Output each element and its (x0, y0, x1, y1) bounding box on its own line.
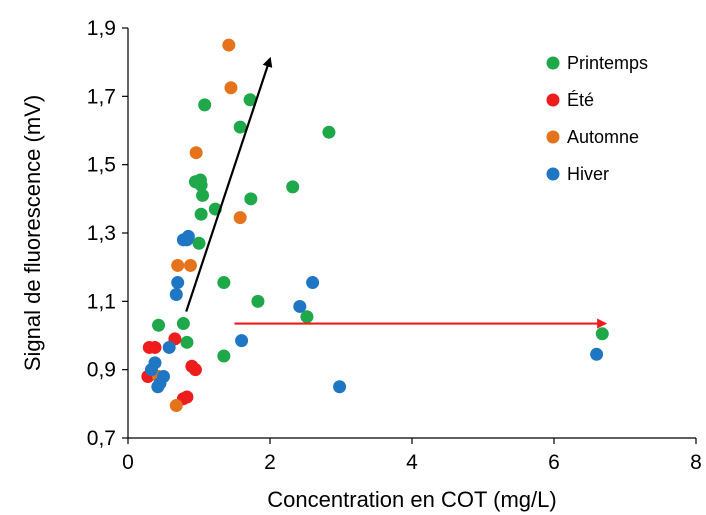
series-hiver (144, 229, 604, 394)
x-tick-label: 2 (264, 451, 276, 474)
data-point (183, 258, 197, 272)
data-point (152, 318, 166, 332)
legend: Printemps Été Automne Hiver (546, 53, 648, 184)
x-tick-label: 0 (122, 451, 134, 474)
y-tick-label: 1,1 (87, 290, 116, 313)
y-tick-label: 0,9 (87, 359, 116, 382)
data-point (322, 125, 336, 139)
series-printemps (152, 93, 609, 363)
data-point (181, 229, 195, 243)
data-point (333, 380, 347, 394)
annotations (185, 56, 608, 329)
legend-marker (546, 56, 560, 70)
tick-labels: 0,7 0,9 1,1 1,3 1,5 1,7 1,9 0 2 4 6 8 (87, 17, 702, 474)
data-point (198, 98, 212, 112)
data-point (171, 276, 185, 290)
data-point (148, 356, 162, 370)
data-points (141, 38, 609, 413)
data-point (306, 276, 320, 290)
data-point (188, 363, 202, 377)
data-point (217, 349, 231, 363)
data-point (243, 93, 257, 107)
data-point (194, 207, 208, 221)
data-point (189, 146, 203, 160)
x-tick-label: 6 (548, 451, 560, 474)
data-point (148, 340, 162, 354)
y-axis-title: Signal de fluorescence (mV) (20, 95, 45, 371)
data-point (300, 310, 314, 324)
y-tick-label: 1,5 (87, 154, 116, 177)
y-tick-label: 1,9 (87, 17, 116, 40)
legend-marker (546, 130, 560, 144)
data-point (169, 399, 183, 413)
data-point (235, 334, 249, 348)
data-point (233, 211, 247, 225)
data-point (169, 288, 183, 301)
trend-arrow-black (185, 56, 273, 312)
data-point (157, 370, 170, 383)
data-point (286, 180, 300, 194)
data-point (162, 340, 176, 354)
data-point (222, 38, 236, 52)
data-point (233, 120, 247, 134)
y-tick-label: 0,7 (87, 427, 116, 450)
data-point (217, 276, 231, 290)
legend-marker (546, 93, 560, 107)
data-point (196, 188, 210, 202)
data-point (293, 299, 307, 313)
data-point (251, 294, 265, 308)
axes (122, 27, 697, 444)
legend-label: Automne (567, 127, 639, 147)
data-point (171, 258, 185, 272)
data-point (590, 347, 604, 361)
data-point (224, 81, 238, 95)
data-point (595, 327, 609, 341)
data-point (176, 317, 190, 331)
x-tick-label: 8 (690, 451, 702, 474)
series-automne (152, 38, 247, 413)
y-tick-label: 1,7 (87, 85, 116, 108)
data-point (180, 335, 194, 349)
legend-label: Été (567, 90, 594, 110)
x-tick-label: 4 (406, 451, 418, 474)
legend-label: Printemps (567, 53, 648, 73)
x-axis-title: Concentration en COT (mg/L) (267, 487, 556, 512)
data-point (194, 178, 208, 192)
legend-label: Hiver (567, 164, 609, 184)
data-point (180, 390, 194, 404)
data-point (192, 236, 206, 250)
data-point (244, 192, 258, 206)
y-tick-label: 1,3 (87, 222, 116, 245)
legend-marker (546, 167, 560, 181)
